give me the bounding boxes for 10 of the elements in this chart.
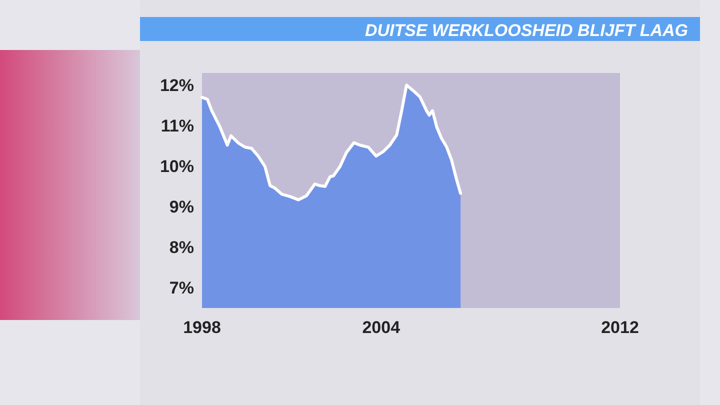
x-tick-label: 1998 bbox=[183, 318, 221, 337]
y-tick-label: 12% bbox=[160, 76, 194, 96]
y-tick-label: 11% bbox=[160, 116, 194, 136]
x-tick-label: 2012 bbox=[601, 318, 639, 337]
y-tick-label: 9% bbox=[169, 198, 194, 217]
chart-title: DUITSE WERKLOOSHEID BLIJFT LAAG bbox=[365, 21, 688, 40]
x-tick-label: 2004 bbox=[362, 318, 401, 337]
y-tick-label: 10% bbox=[160, 157, 194, 176]
y-tick-label: 7% bbox=[169, 278, 194, 298]
y-tick-label: 8% bbox=[169, 238, 194, 258]
